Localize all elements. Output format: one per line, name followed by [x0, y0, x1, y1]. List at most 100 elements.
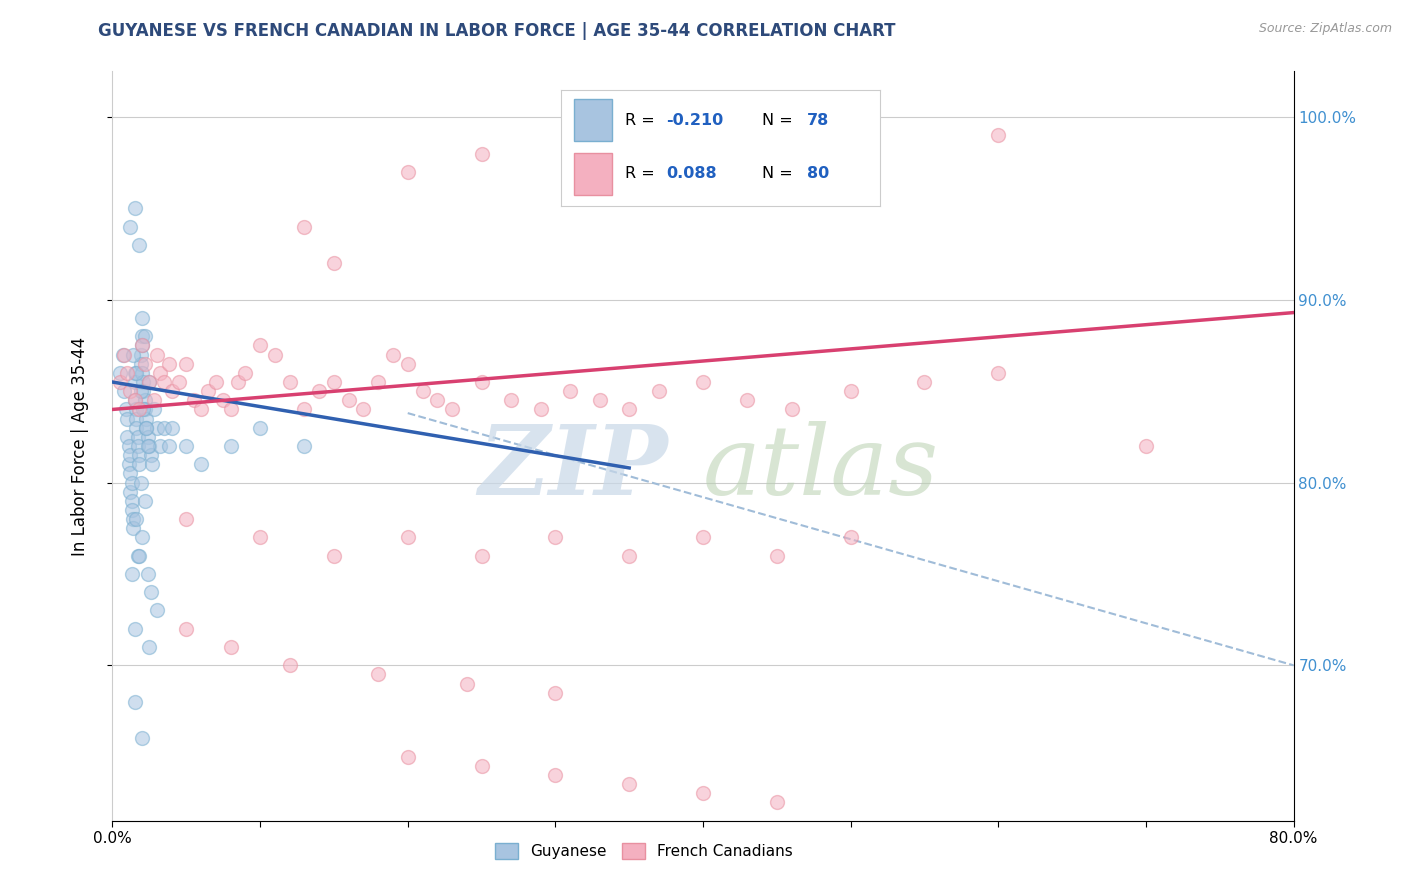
Point — [396, 357, 419, 371]
Point — [136, 566, 159, 581]
Point — [470, 146, 494, 161]
Point — [501, 393, 523, 408]
Point — [135, 411, 157, 425]
Point — [470, 375, 494, 389]
Point — [174, 622, 197, 636]
Point — [127, 439, 149, 453]
Point — [129, 348, 152, 362]
Point — [219, 439, 242, 453]
Point — [139, 448, 162, 462]
Point — [292, 439, 315, 453]
Point — [174, 357, 197, 371]
Point — [122, 521, 145, 535]
Point — [544, 530, 567, 544]
Point — [396, 165, 419, 179]
Point — [138, 640, 160, 654]
Point — [544, 768, 567, 782]
Point — [138, 375, 160, 389]
Point — [249, 530, 271, 544]
Point — [131, 311, 153, 326]
Point — [205, 375, 228, 389]
Point — [134, 493, 156, 508]
Point — [114, 402, 136, 417]
Point — [131, 338, 153, 352]
Point — [558, 384, 582, 399]
Point — [132, 375, 155, 389]
Point — [121, 493, 143, 508]
Point — [128, 549, 150, 563]
Point — [226, 375, 249, 389]
Point — [619, 402, 641, 417]
Point — [136, 439, 159, 453]
Point — [160, 421, 183, 435]
Point — [157, 439, 180, 453]
Point — [987, 128, 1010, 143]
Point — [146, 603, 169, 617]
Point — [411, 384, 433, 399]
Point — [647, 384, 671, 399]
Point — [914, 375, 936, 389]
Point — [233, 366, 256, 380]
Point — [131, 329, 153, 343]
Point — [212, 393, 235, 408]
Point — [323, 256, 346, 270]
Point — [121, 566, 143, 581]
Point — [134, 402, 156, 417]
Point — [112, 384, 135, 399]
Point — [146, 421, 169, 435]
Point — [692, 375, 714, 389]
Point — [135, 421, 157, 435]
Point — [308, 384, 330, 399]
Point — [456, 676, 478, 690]
Point — [249, 421, 271, 435]
Point — [426, 393, 449, 408]
Point — [120, 448, 142, 462]
Point — [118, 439, 141, 453]
Point — [470, 759, 494, 773]
Point — [153, 421, 176, 435]
Point — [124, 366, 146, 380]
Point — [264, 348, 287, 362]
Point — [396, 749, 419, 764]
Point — [117, 411, 138, 425]
Point — [136, 430, 159, 444]
Point — [129, 384, 152, 399]
Point — [124, 393, 146, 408]
Point — [737, 393, 759, 408]
Point — [441, 402, 464, 417]
Point — [367, 667, 389, 681]
Point — [120, 467, 142, 481]
Point — [142, 393, 165, 408]
Text: Source: ZipAtlas.com: Source: ZipAtlas.com — [1258, 22, 1392, 36]
Point — [125, 402, 148, 417]
Point — [149, 366, 172, 380]
Point — [987, 366, 1010, 380]
Point — [780, 402, 803, 417]
Point — [292, 219, 315, 234]
Point — [470, 549, 494, 563]
Point — [134, 329, 156, 343]
Point — [125, 512, 148, 526]
Point — [124, 202, 146, 216]
Point — [125, 411, 148, 425]
Point — [122, 512, 145, 526]
Text: ZIP: ZIP — [478, 422, 668, 516]
Point — [766, 796, 789, 810]
Point — [190, 402, 212, 417]
Point — [135, 421, 157, 435]
Text: GUYANESE VS FRENCH CANADIAN IN LABOR FORCE | AGE 35-44 CORRELATION CHART: GUYANESE VS FRENCH CANADIAN IN LABOR FOR… — [98, 22, 896, 40]
Point — [120, 219, 142, 234]
Point — [619, 777, 641, 791]
Point — [129, 475, 152, 490]
Y-axis label: In Labor Force | Age 35-44: In Labor Force | Age 35-44 — [70, 336, 89, 556]
Point — [131, 731, 153, 746]
Point — [131, 338, 153, 352]
Point — [692, 786, 714, 800]
Point — [124, 622, 146, 636]
Point — [127, 430, 149, 444]
Point — [153, 375, 176, 389]
Point — [396, 530, 419, 544]
Point — [197, 384, 219, 399]
Point — [190, 457, 212, 471]
Point — [131, 530, 153, 544]
